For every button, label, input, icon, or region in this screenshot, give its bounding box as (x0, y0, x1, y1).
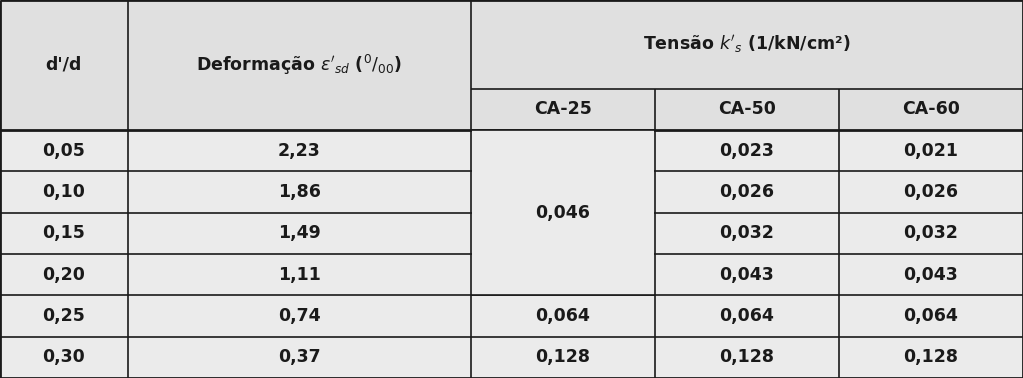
Text: d'/d: d'/d (46, 56, 82, 74)
Text: 0,05: 0,05 (43, 142, 85, 160)
Bar (128, 337, 471, 378)
Text: 0,021: 0,021 (903, 142, 959, 160)
Text: Tensão $k'_s$ (1/kN/cm²): Tensão $k'_s$ (1/kN/cm²) (643, 33, 850, 55)
Text: 0,128: 0,128 (535, 349, 590, 366)
Bar (128, 171, 471, 212)
Text: 0,064: 0,064 (719, 307, 774, 325)
Bar (128, 130, 471, 171)
Bar (655, 88, 839, 130)
Text: 0,20: 0,20 (43, 266, 85, 284)
Text: 1,86: 1,86 (278, 183, 320, 201)
Bar (839, 88, 1023, 130)
Bar (0, 212, 128, 254)
Bar (655, 212, 839, 254)
Text: 0,15: 0,15 (43, 224, 85, 242)
Bar (471, 254, 655, 295)
Bar (471, 337, 655, 378)
Text: 0,128: 0,128 (719, 349, 774, 366)
Text: 0,026: 0,026 (719, 183, 774, 201)
Text: 0,032: 0,032 (903, 224, 959, 242)
Bar (655, 171, 839, 212)
Bar (472, 130, 654, 295)
Bar (128, 295, 471, 337)
Bar (0, 254, 128, 295)
Text: Deformação $\varepsilon'_{sd}$ ($^{0}/_{00}$): Deformação $\varepsilon'_{sd}$ ($^{0}/_{… (196, 53, 402, 77)
Bar (471, 295, 655, 337)
Bar (655, 254, 839, 295)
Text: 0,064: 0,064 (535, 307, 590, 325)
Text: 0,74: 0,74 (278, 307, 320, 325)
Bar (839, 130, 1023, 171)
Text: 0,10: 0,10 (43, 183, 85, 201)
Text: CA-50: CA-50 (718, 100, 775, 118)
Text: 0,30: 0,30 (43, 349, 85, 366)
Bar (0, 130, 128, 171)
Bar (471, 88, 655, 130)
Text: 0,046: 0,046 (535, 204, 590, 222)
Bar (471, 212, 655, 254)
Text: 0,128: 0,128 (903, 349, 959, 366)
Bar (839, 171, 1023, 212)
Text: 0,023: 0,023 (719, 142, 774, 160)
Text: CA-60: CA-60 (902, 100, 960, 118)
Bar (0, 337, 128, 378)
Bar (128, 0, 471, 130)
Bar (0, 0, 128, 130)
Bar (655, 337, 839, 378)
Text: 0,064: 0,064 (903, 307, 959, 325)
Text: 1,11: 1,11 (278, 266, 320, 284)
Bar (0, 295, 128, 337)
Bar (471, 171, 655, 212)
Text: 1,49: 1,49 (278, 224, 320, 242)
Bar (839, 254, 1023, 295)
Bar (471, 0, 1023, 88)
Bar (839, 337, 1023, 378)
Bar (471, 130, 655, 171)
Bar (655, 130, 839, 171)
Bar (655, 295, 839, 337)
Text: 0,043: 0,043 (719, 266, 774, 284)
Bar (839, 295, 1023, 337)
Text: 0,026: 0,026 (903, 183, 959, 201)
Text: 0,043: 0,043 (903, 266, 959, 284)
Bar (839, 212, 1023, 254)
Bar (0, 171, 128, 212)
Text: 2,23: 2,23 (278, 142, 320, 160)
Text: 0,37: 0,37 (278, 349, 320, 366)
Bar (128, 254, 471, 295)
Text: 0,032: 0,032 (719, 224, 774, 242)
Bar (128, 212, 471, 254)
Text: 0,25: 0,25 (43, 307, 85, 325)
Text: CA-25: CA-25 (534, 100, 591, 118)
